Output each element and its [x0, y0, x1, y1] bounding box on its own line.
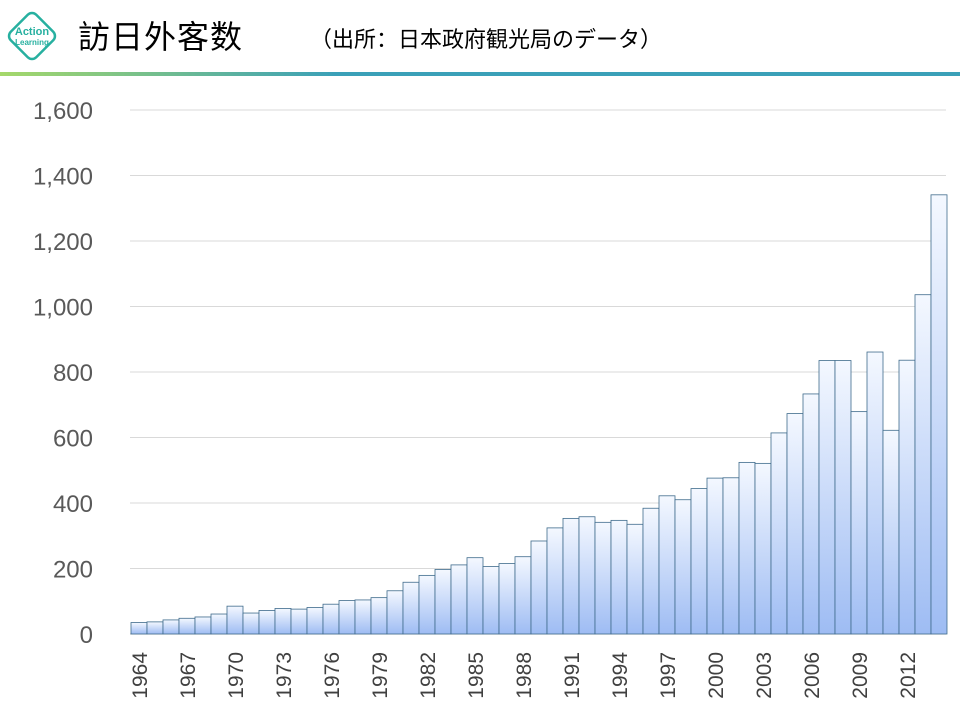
bar-2014 — [930, 194, 948, 635]
y-tick-label: 1,600 — [33, 98, 93, 125]
x-tick-label: 1970 — [225, 652, 248, 699]
bar-1969 — [210, 613, 228, 635]
x-tick-label: 1985 — [465, 652, 488, 699]
bar-1966 — [162, 619, 180, 635]
x-tick-label: 2000 — [705, 652, 728, 699]
bar-1997 — [658, 495, 676, 635]
bar-2002 — [738, 461, 756, 635]
bar-1999 — [690, 488, 708, 635]
bar-1982 — [418, 574, 436, 635]
header-divider — [0, 72, 960, 76]
bar-1964 — [130, 622, 148, 635]
bar-1983 — [434, 569, 452, 635]
bar-1989 — [530, 540, 548, 635]
bar-2009 — [850, 411, 868, 635]
bar-1980 — [386, 590, 404, 635]
y-tick-label: 1,000 — [33, 295, 93, 322]
x-tick-label: 2012 — [897, 652, 920, 699]
bar-1992 — [578, 516, 596, 635]
logo-text-line1: Action — [15, 26, 50, 38]
bar-1976 — [322, 603, 340, 635]
bar-1987 — [498, 563, 516, 635]
bar-1984 — [450, 564, 468, 635]
y-tick-label: 600 — [53, 426, 93, 453]
bar-1998 — [674, 499, 692, 635]
bar-2008 — [834, 360, 852, 635]
visitor-bar-chart: 0 200 400 600 800 1,000 1,200 1,400 1,600 1964 19… — [33, 98, 948, 699]
bar-1968 — [194, 616, 212, 635]
x-tick-label: 1967 — [177, 652, 200, 699]
bar-2007 — [818, 360, 836, 635]
bar-1985 — [466, 557, 484, 635]
bar-1986 — [482, 566, 500, 635]
y-tick-label: 0 — [80, 622, 93, 649]
bar-1972 — [258, 610, 276, 635]
x-tick-label: 1979 — [369, 652, 392, 699]
bar-1975 — [306, 607, 324, 635]
x-tick-label: 2006 — [801, 652, 824, 699]
bar-1973 — [274, 608, 292, 635]
x-tick-label: 2003 — [753, 652, 776, 699]
y-tick-label: 1,400 — [33, 164, 93, 191]
x-tick-label: 1997 — [657, 652, 680, 699]
y-tick-label: 200 — [53, 557, 93, 584]
bar-2011 — [882, 429, 900, 635]
x-tick-label: 1994 — [609, 652, 632, 699]
bar-2001 — [722, 477, 740, 635]
x-tick-label: 1964 — [129, 652, 152, 699]
bar-1988 — [514, 556, 532, 635]
bar-1971 — [242, 612, 260, 635]
bar-1970 — [226, 605, 244, 635]
bar-1967 — [178, 617, 196, 635]
bar-1995 — [626, 523, 644, 635]
bar-2005 — [786, 413, 804, 635]
bar-2006 — [802, 393, 820, 635]
bar-1978 — [354, 599, 372, 635]
bar-1994 — [610, 519, 628, 635]
bar-2013 — [914, 294, 932, 635]
bar-1974 — [290, 608, 308, 635]
bar-1965 — [146, 621, 164, 635]
x-tick-label: 1991 — [561, 652, 584, 699]
page-title: 訪日外客数 — [78, 18, 244, 56]
bar-1991 — [562, 517, 580, 635]
bar-2000 — [706, 477, 724, 635]
x-tick-label: 1973 — [273, 652, 296, 699]
bar-1981 — [402, 581, 420, 635]
bar-2003 — [754, 462, 772, 635]
x-tick-label: 1982 — [417, 652, 440, 699]
x-tick-label: 1976 — [321, 652, 344, 699]
x-tick-label: 1988 — [513, 652, 536, 699]
bar-1993 — [594, 521, 612, 635]
page-subtitle: （出所：日本政府観光局のデータ） — [310, 28, 663, 53]
y-tick-label: 1,200 — [33, 229, 93, 256]
bar-2012 — [898, 359, 916, 635]
bar-1979 — [370, 597, 388, 635]
bar-1990 — [546, 527, 564, 635]
bar-1996 — [642, 507, 660, 635]
bar-2010 — [866, 351, 884, 635]
action-learning-logo: Action Learning — [7, 11, 57, 61]
bar-1977 — [338, 600, 356, 635]
logo-text-line2: Learning — [15, 38, 49, 47]
y-tick-label: 800 — [53, 360, 93, 387]
bar-2004 — [770, 432, 788, 635]
x-tick-label: 2009 — [849, 652, 872, 699]
y-tick-label: 400 — [53, 491, 93, 518]
